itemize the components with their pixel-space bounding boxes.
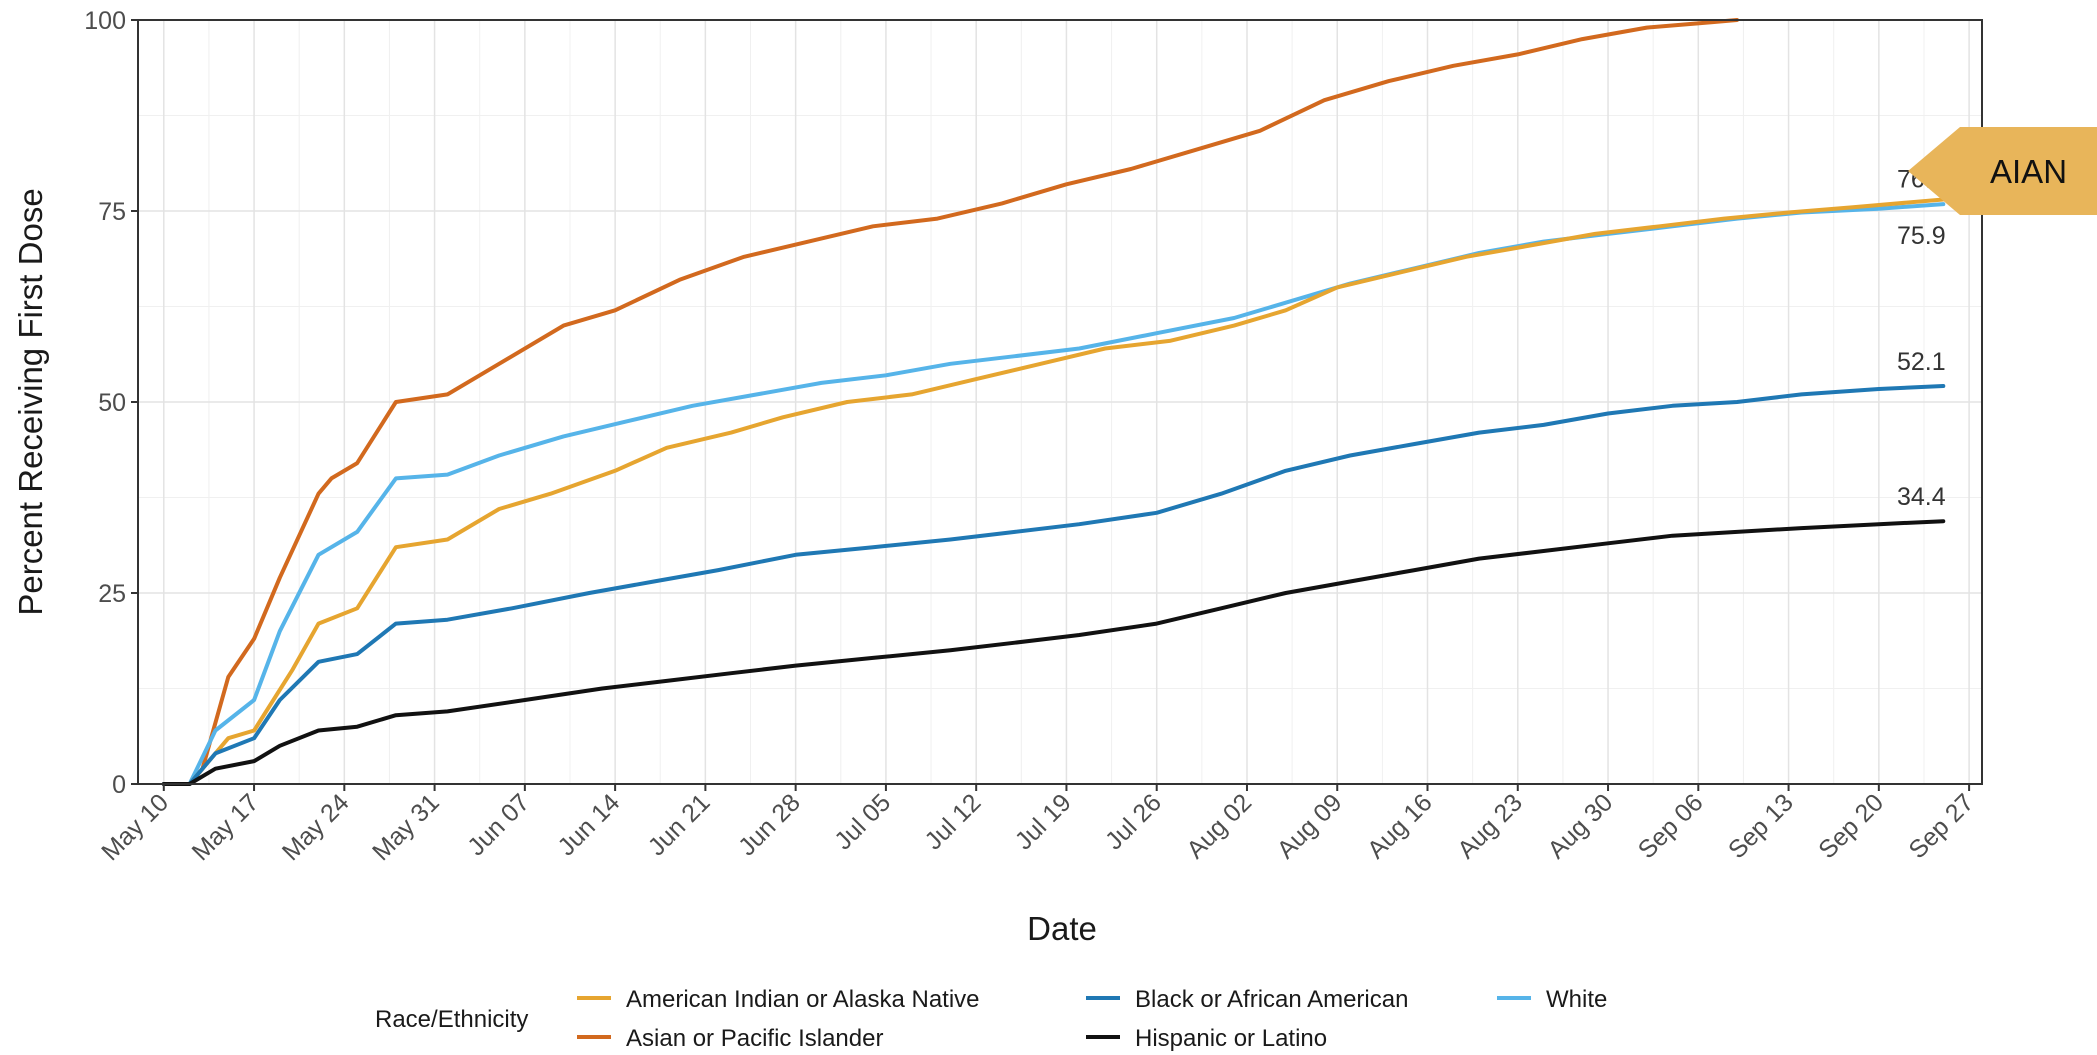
x-tick-label: Jul 05 [829, 788, 896, 855]
y-tick-label: 0 [112, 771, 126, 799]
x-tick-label: Aug 02 [1181, 788, 1257, 864]
end-label-black-or-african-american: 52.1 [1897, 348, 1946, 376]
x-tick-label: Aug 23 [1452, 788, 1528, 864]
legend: Race/Ethnicity American Indian or Alaska… [375, 986, 1607, 1052]
x-tick-label: Sep 20 [1813, 788, 1889, 864]
x-tick-label: Sep 27 [1904, 788, 1980, 864]
x-tick-label: Jun 21 [643, 788, 716, 861]
legend-title: Race/Ethnicity [375, 1006, 528, 1033]
end-label-white: 75.9 [1897, 222, 1946, 250]
series-layer [161, 18, 1946, 786]
x-tick-label: Aug 09 [1272, 788, 1348, 864]
legend-label-hispanic: Hispanic or Latino [1135, 1025, 1327, 1052]
y-tick-label: 50 [98, 389, 126, 417]
y-tick-label: 100 [84, 7, 126, 35]
legend-label-asian-pacific-islander: Asian or Pacific Islander [626, 1025, 883, 1052]
x-tick-label: Aug 16 [1362, 788, 1438, 864]
x-tick-label: May 24 [277, 788, 355, 866]
legend-label-black: Black or African American [1135, 986, 1408, 1013]
series-line-asian-or-pacific-islander [161, 18, 1739, 786]
x-tick-label: May 17 [187, 788, 265, 866]
y-axis-title: Percent Receiving First Dose [12, 188, 49, 615]
grid-lines [138, 19, 1982, 785]
x-tick-label: Jun 28 [733, 788, 806, 861]
x-tick-label: Jul 12 [919, 788, 986, 855]
x-tick-label: Jun 14 [552, 788, 625, 861]
y-tick-label: 25 [98, 580, 126, 608]
x-tick-label: Sep 06 [1633, 788, 1709, 864]
x-axis-title: Date [1027, 910, 1097, 947]
end-label-hispanic-or-latino: 34.4 [1897, 483, 1946, 511]
x-tick-label: May 31 [367, 788, 445, 866]
x-tick-label: May 10 [96, 788, 174, 866]
x-tick-label: Jul 19 [1010, 788, 1077, 855]
x-tick-label: Jul 26 [1100, 788, 1167, 855]
aian-callout: AIAN [1908, 127, 2097, 215]
x-tick-label: Aug 30 [1542, 788, 1618, 864]
y-tick-label: 75 [98, 198, 126, 226]
legend-label-white: White [1546, 986, 1607, 1013]
series-line-american-indian-or-alaska-native [161, 197, 1946, 786]
x-tick-label: Sep 13 [1723, 788, 1799, 864]
series-line-hispanic-or-latino [161, 519, 1946, 786]
legend-label-aian: American Indian or Alaska Native [626, 986, 980, 1013]
aian-callout-arrow [1908, 127, 2097, 215]
series-line-black-or-african-american [161, 384, 1946, 786]
x-tick-label: Jun 07 [462, 788, 535, 861]
aian-callout-label: AIAN [1990, 153, 2067, 190]
